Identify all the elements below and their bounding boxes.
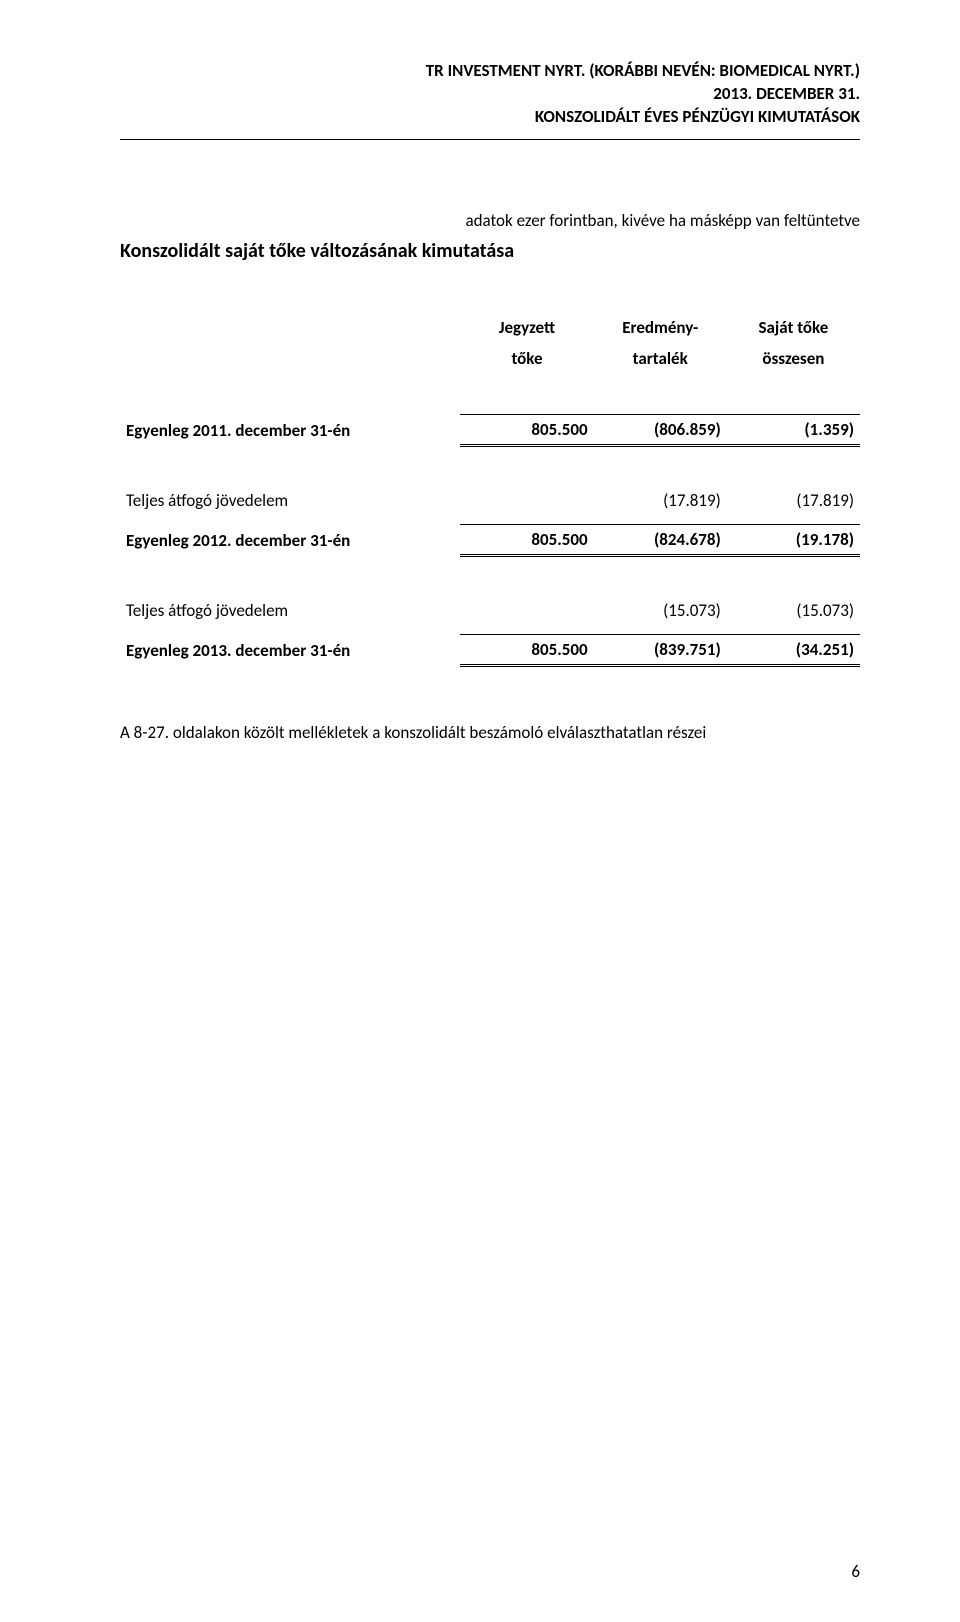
col-head-jegyzett-2: tőke bbox=[460, 344, 593, 375]
equity-changes-table: Jegyzett Eredmény- Saját tőke tőke tarta… bbox=[120, 313, 860, 668]
row-balance-2011: Egyenleg 2011. december 31-én 805.500 (8… bbox=[120, 415, 860, 446]
cell-value bbox=[460, 596, 593, 625]
cell-value: 805.500 bbox=[460, 635, 593, 666]
table-header-row-2: tőke tartalék összesen bbox=[120, 344, 860, 375]
cell-value: (824.678) bbox=[594, 525, 727, 556]
page: TR INVESTMENT NYRT. (KORÁBBI NEVÉN: BIOM… bbox=[0, 0, 960, 1622]
unit-note: adatok ezer forintban, kivéve ha másképp… bbox=[120, 210, 860, 231]
footnote: A 8-27. oldalakon közölt mellékletek a k… bbox=[120, 722, 860, 743]
cell-label: Teljes átfogó jövedelem bbox=[120, 596, 460, 625]
cell-value: (15.073) bbox=[594, 596, 727, 625]
cell-value: (17.819) bbox=[594, 486, 727, 515]
page-number: 6 bbox=[851, 1561, 860, 1582]
cell-value: 805.500 bbox=[460, 415, 593, 446]
cell-value: (17.819) bbox=[727, 486, 860, 515]
section-title: Konszolidált saját tőke változásának kim… bbox=[120, 239, 860, 263]
header-line-3: KONSZOLIDÁLT ÉVES PÉNZÜGYI KIMUTATÁSOK bbox=[120, 106, 860, 129]
cell-value: (806.859) bbox=[594, 415, 727, 446]
header-line-2: 2013. DECEMBER 31. bbox=[120, 83, 860, 106]
cell-value: (34.251) bbox=[727, 635, 860, 666]
col-head-eredmeny-2: tartalék bbox=[594, 344, 727, 375]
row-balance-2012: Egyenleg 2012. december 31-én 805.500 (8… bbox=[120, 525, 860, 556]
cell-label: Egyenleg 2013. december 31-én bbox=[120, 635, 460, 666]
cell-value: (839.751) bbox=[594, 635, 727, 666]
cell-label: Egyenleg 2011. december 31-én bbox=[120, 415, 460, 446]
col-head-sajat-2: összesen bbox=[727, 344, 860, 375]
row-income-2012: Teljes átfogó jövedelem (17.819) (17.819… bbox=[120, 486, 860, 515]
cell-value: 805.500 bbox=[460, 525, 593, 556]
col-head-sajat-1: Saját tőke bbox=[727, 313, 860, 344]
cell-label: Egyenleg 2012. december 31-én bbox=[120, 525, 460, 556]
document-header: TR INVESTMENT NYRT. (KORÁBBI NEVÉN: BIOM… bbox=[120, 60, 860, 129]
cell-value: (15.073) bbox=[727, 596, 860, 625]
cell-value: (19.178) bbox=[727, 525, 860, 556]
cell-value bbox=[460, 486, 593, 515]
table-header-row-1: Jegyzett Eredmény- Saját tőke bbox=[120, 313, 860, 344]
row-balance-2013: Egyenleg 2013. december 31-én 805.500 (8… bbox=[120, 635, 860, 666]
col-head-jegyzett-1: Jegyzett bbox=[460, 313, 593, 344]
col-head-eredmeny-1: Eredmény- bbox=[594, 313, 727, 344]
cell-value: (1.359) bbox=[727, 415, 860, 446]
cell-label: Teljes átfogó jövedelem bbox=[120, 486, 460, 515]
row-income-2013: Teljes átfogó jövedelem (15.073) (15.073… bbox=[120, 596, 860, 625]
header-rule bbox=[120, 139, 860, 140]
header-line-1: TR INVESTMENT NYRT. (KORÁBBI NEVÉN: BIOM… bbox=[120, 60, 860, 83]
